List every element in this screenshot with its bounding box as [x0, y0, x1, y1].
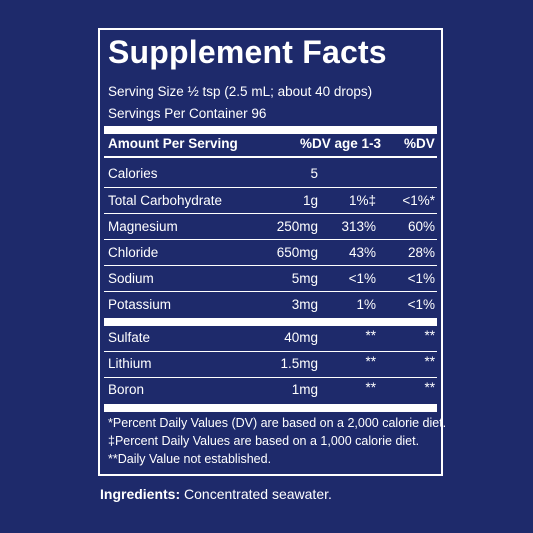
row-name: Boron	[108, 382, 145, 397]
ingredients-label: Ingredients:	[100, 486, 181, 502]
footnote-dv-2000: *Percent Daily Values (DV) are based on …	[108, 416, 447, 430]
row-amount: 1.5mg	[280, 356, 318, 371]
row-divider	[104, 239, 437, 240]
row-dv-age: <1%	[348, 271, 376, 286]
supplement-facts-panel: Supplement Facts Serving Size ½ tsp (2.5…	[98, 28, 447, 476]
row-dv: **	[424, 354, 435, 369]
ingredients-line: Ingredients: Concentrated seawater.	[100, 486, 332, 502]
row-name: Chloride	[108, 245, 159, 260]
header-dv: %DV	[404, 136, 435, 151]
row-divider	[104, 265, 437, 266]
row-dv-age: **	[365, 380, 376, 395]
row-amount: 1mg	[291, 382, 318, 397]
row-dv: **	[424, 328, 435, 343]
header-divider	[104, 156, 437, 158]
row-dv-age: 1%	[356, 297, 376, 312]
thick-divider	[104, 126, 437, 134]
row-name: Calories	[108, 166, 158, 181]
row-name: Sodium	[108, 271, 154, 286]
row-name: Magnesium	[108, 219, 178, 234]
thick-divider	[104, 404, 437, 412]
row-amount: 5	[310, 166, 318, 181]
row-amount: 3mg	[291, 297, 318, 312]
row-name: Potassium	[108, 297, 172, 312]
row-divider	[104, 377, 437, 378]
row-name: Sulfate	[108, 330, 151, 345]
panel-title: Supplement Facts	[108, 34, 387, 70]
header-dv-age: %DV age 1-3	[300, 136, 382, 151]
row-divider	[104, 187, 437, 188]
row-dv: **	[424, 380, 435, 395]
row-divider	[104, 351, 437, 352]
header-amount: Amount Per Serving	[108, 136, 238, 151]
servings-per-container: Servings Per Container 96	[108, 106, 267, 121]
row-dv: 60%	[407, 219, 435, 234]
row-amount: 40mg	[284, 330, 318, 345]
row-dv: 28%	[407, 245, 435, 260]
footnote-dv-1000: ‡Percent Daily Values are based on a 1,0…	[108, 434, 420, 448]
footnote-dv-not-established: **Daily Value not established.	[108, 452, 272, 466]
row-name: Lithium	[108, 356, 152, 371]
row-dv: <1%	[407, 271, 435, 286]
row-dv: <1%*	[402, 193, 435, 208]
row-dv-age: **	[365, 354, 376, 369]
row-dv-age: 43%	[348, 245, 376, 260]
row-amount: 250mg	[276, 219, 318, 234]
row-name: Total Carbohydrate	[108, 193, 223, 208]
row-amount: 650mg	[276, 245, 318, 260]
serving-size: Serving Size ½ tsp (2.5 mL; about 40 dro…	[108, 84, 373, 99]
row-amount: 1g	[302, 193, 318, 208]
row-dv: <1%	[407, 297, 435, 312]
row-dv-age: 1%‡	[348, 193, 376, 208]
row-divider	[104, 291, 437, 292]
row-amount: 5mg	[291, 271, 318, 286]
row-dv-age: **	[365, 328, 376, 343]
thick-divider	[104, 318, 437, 326]
row-divider	[104, 213, 437, 214]
ingredients-text: Concentrated seawater.	[180, 486, 332, 502]
row-dv-age: 313%	[341, 219, 376, 234]
